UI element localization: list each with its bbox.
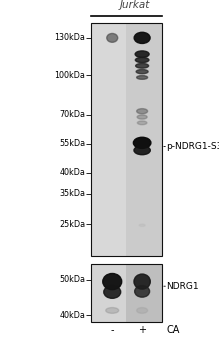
- Ellipse shape: [139, 224, 145, 226]
- Text: 35kDa: 35kDa: [59, 189, 85, 198]
- Text: 50kDa: 50kDa: [59, 275, 85, 284]
- Ellipse shape: [135, 57, 149, 63]
- Ellipse shape: [134, 274, 150, 289]
- Ellipse shape: [104, 286, 121, 298]
- Text: 100kDa: 100kDa: [55, 71, 85, 79]
- Ellipse shape: [137, 108, 148, 114]
- Ellipse shape: [134, 32, 150, 43]
- Ellipse shape: [107, 34, 118, 42]
- Text: 55kDa: 55kDa: [59, 139, 85, 148]
- Ellipse shape: [103, 273, 122, 290]
- Text: 70kDa: 70kDa: [59, 110, 85, 119]
- Text: NDRG1: NDRG1: [166, 282, 199, 291]
- Text: 40kDa: 40kDa: [60, 310, 85, 320]
- Ellipse shape: [136, 70, 148, 74]
- Bar: [91, 264, 162, 322]
- Ellipse shape: [137, 121, 147, 125]
- Ellipse shape: [106, 308, 119, 313]
- Ellipse shape: [137, 115, 147, 119]
- Text: 25kDa: 25kDa: [59, 219, 85, 229]
- Text: +: +: [138, 325, 146, 335]
- Text: 130kDa: 130kDa: [55, 33, 85, 42]
- Ellipse shape: [133, 137, 151, 148]
- Text: 40kDa: 40kDa: [60, 168, 85, 177]
- Bar: [91, 264, 162, 322]
- Ellipse shape: [134, 146, 150, 155]
- Ellipse shape: [137, 308, 148, 313]
- Bar: [91, 264, 126, 322]
- Bar: [91, 23, 126, 256]
- Ellipse shape: [137, 76, 148, 79]
- Bar: [91, 23, 162, 256]
- Text: CA: CA: [167, 325, 180, 335]
- Ellipse shape: [136, 63, 149, 68]
- Text: Jurkat: Jurkat: [120, 0, 150, 10]
- Ellipse shape: [135, 51, 149, 57]
- Text: p-NDRG1-S330: p-NDRG1-S330: [166, 142, 219, 151]
- Bar: [91, 23, 162, 256]
- Text: -: -: [111, 325, 114, 335]
- Ellipse shape: [135, 286, 150, 297]
